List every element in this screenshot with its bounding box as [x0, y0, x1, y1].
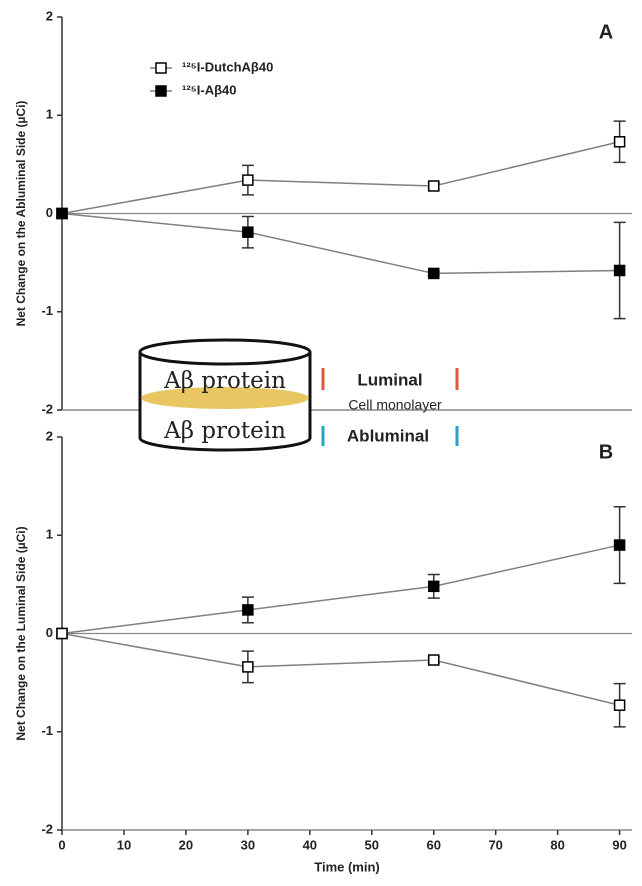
legend-label: ¹²⁵I-Aβ40	[182, 82, 237, 97]
legend-label: ¹²⁵I-DutchAβ40	[182, 59, 273, 74]
marker	[243, 605, 253, 615]
y-tick-label: -1	[41, 303, 53, 318]
y-tick-label: 2	[46, 428, 53, 443]
inset-diagram: Aβ protein Aβ protein Luminal Cell monol…	[140, 340, 457, 450]
y-tick-label: 0	[46, 205, 53, 220]
y-tick-label: -1	[41, 723, 53, 738]
inset-text: Luminal	[357, 370, 422, 389]
marker	[615, 700, 625, 710]
marker	[243, 227, 253, 237]
series-line	[62, 214, 620, 274]
y-axis-label: Net Change on the Luminal Side (µCi)	[14, 526, 28, 740]
inset-text: Abluminal	[347, 426, 429, 445]
x-tick-label: 40	[303, 837, 317, 852]
chart: -2 -1 0 1 2 Net Change on the Abluminal Side …	[0, 0, 642, 886]
x-tick-label: 70	[488, 837, 502, 852]
x-tick-label: 60	[427, 837, 441, 852]
marker	[429, 181, 439, 191]
cylinder-top	[140, 340, 310, 364]
marker	[615, 137, 625, 147]
x-tick-label: 0	[58, 837, 65, 852]
x-tick-label: 90	[612, 837, 626, 852]
x-tick-label: 50	[365, 837, 379, 852]
marker	[57, 629, 67, 639]
marker	[429, 655, 439, 665]
y-tick-label: -2	[41, 821, 53, 836]
marker	[615, 265, 625, 275]
panel-label: B	[599, 441, 613, 463]
x-axis-label: Time (min)	[314, 859, 380, 874]
y-tick-label: 2	[46, 8, 53, 23]
y-tick-label: 0	[46, 625, 53, 640]
x-tick-label: 80	[550, 837, 564, 852]
marker	[243, 175, 253, 185]
series-line	[62, 545, 620, 633]
marker	[429, 268, 439, 278]
x-tick-label: 20	[179, 837, 193, 852]
marker	[57, 209, 67, 219]
marker	[243, 662, 253, 672]
y-tick-label: -2	[41, 401, 53, 416]
inset-text: Cell monolayer	[348, 397, 442, 413]
y-axis-label: Net Change on the Abluminal Side (µCi)	[14, 101, 28, 327]
inset-text: Aβ protein	[163, 368, 286, 394]
panel-label: A	[599, 21, 613, 43]
legend-marker	[156, 63, 166, 73]
series-line	[62, 634, 620, 706]
marker	[615, 540, 625, 550]
series-line	[62, 142, 620, 214]
y-tick-label: 1	[46, 107, 53, 122]
x-tick-label: 10	[117, 837, 131, 852]
y-tick-label: 1	[46, 527, 53, 542]
inset-text: Aβ protein	[163, 418, 286, 444]
marker	[429, 581, 439, 591]
legend-marker	[156, 86, 166, 96]
x-tick-label: 30	[241, 837, 255, 852]
